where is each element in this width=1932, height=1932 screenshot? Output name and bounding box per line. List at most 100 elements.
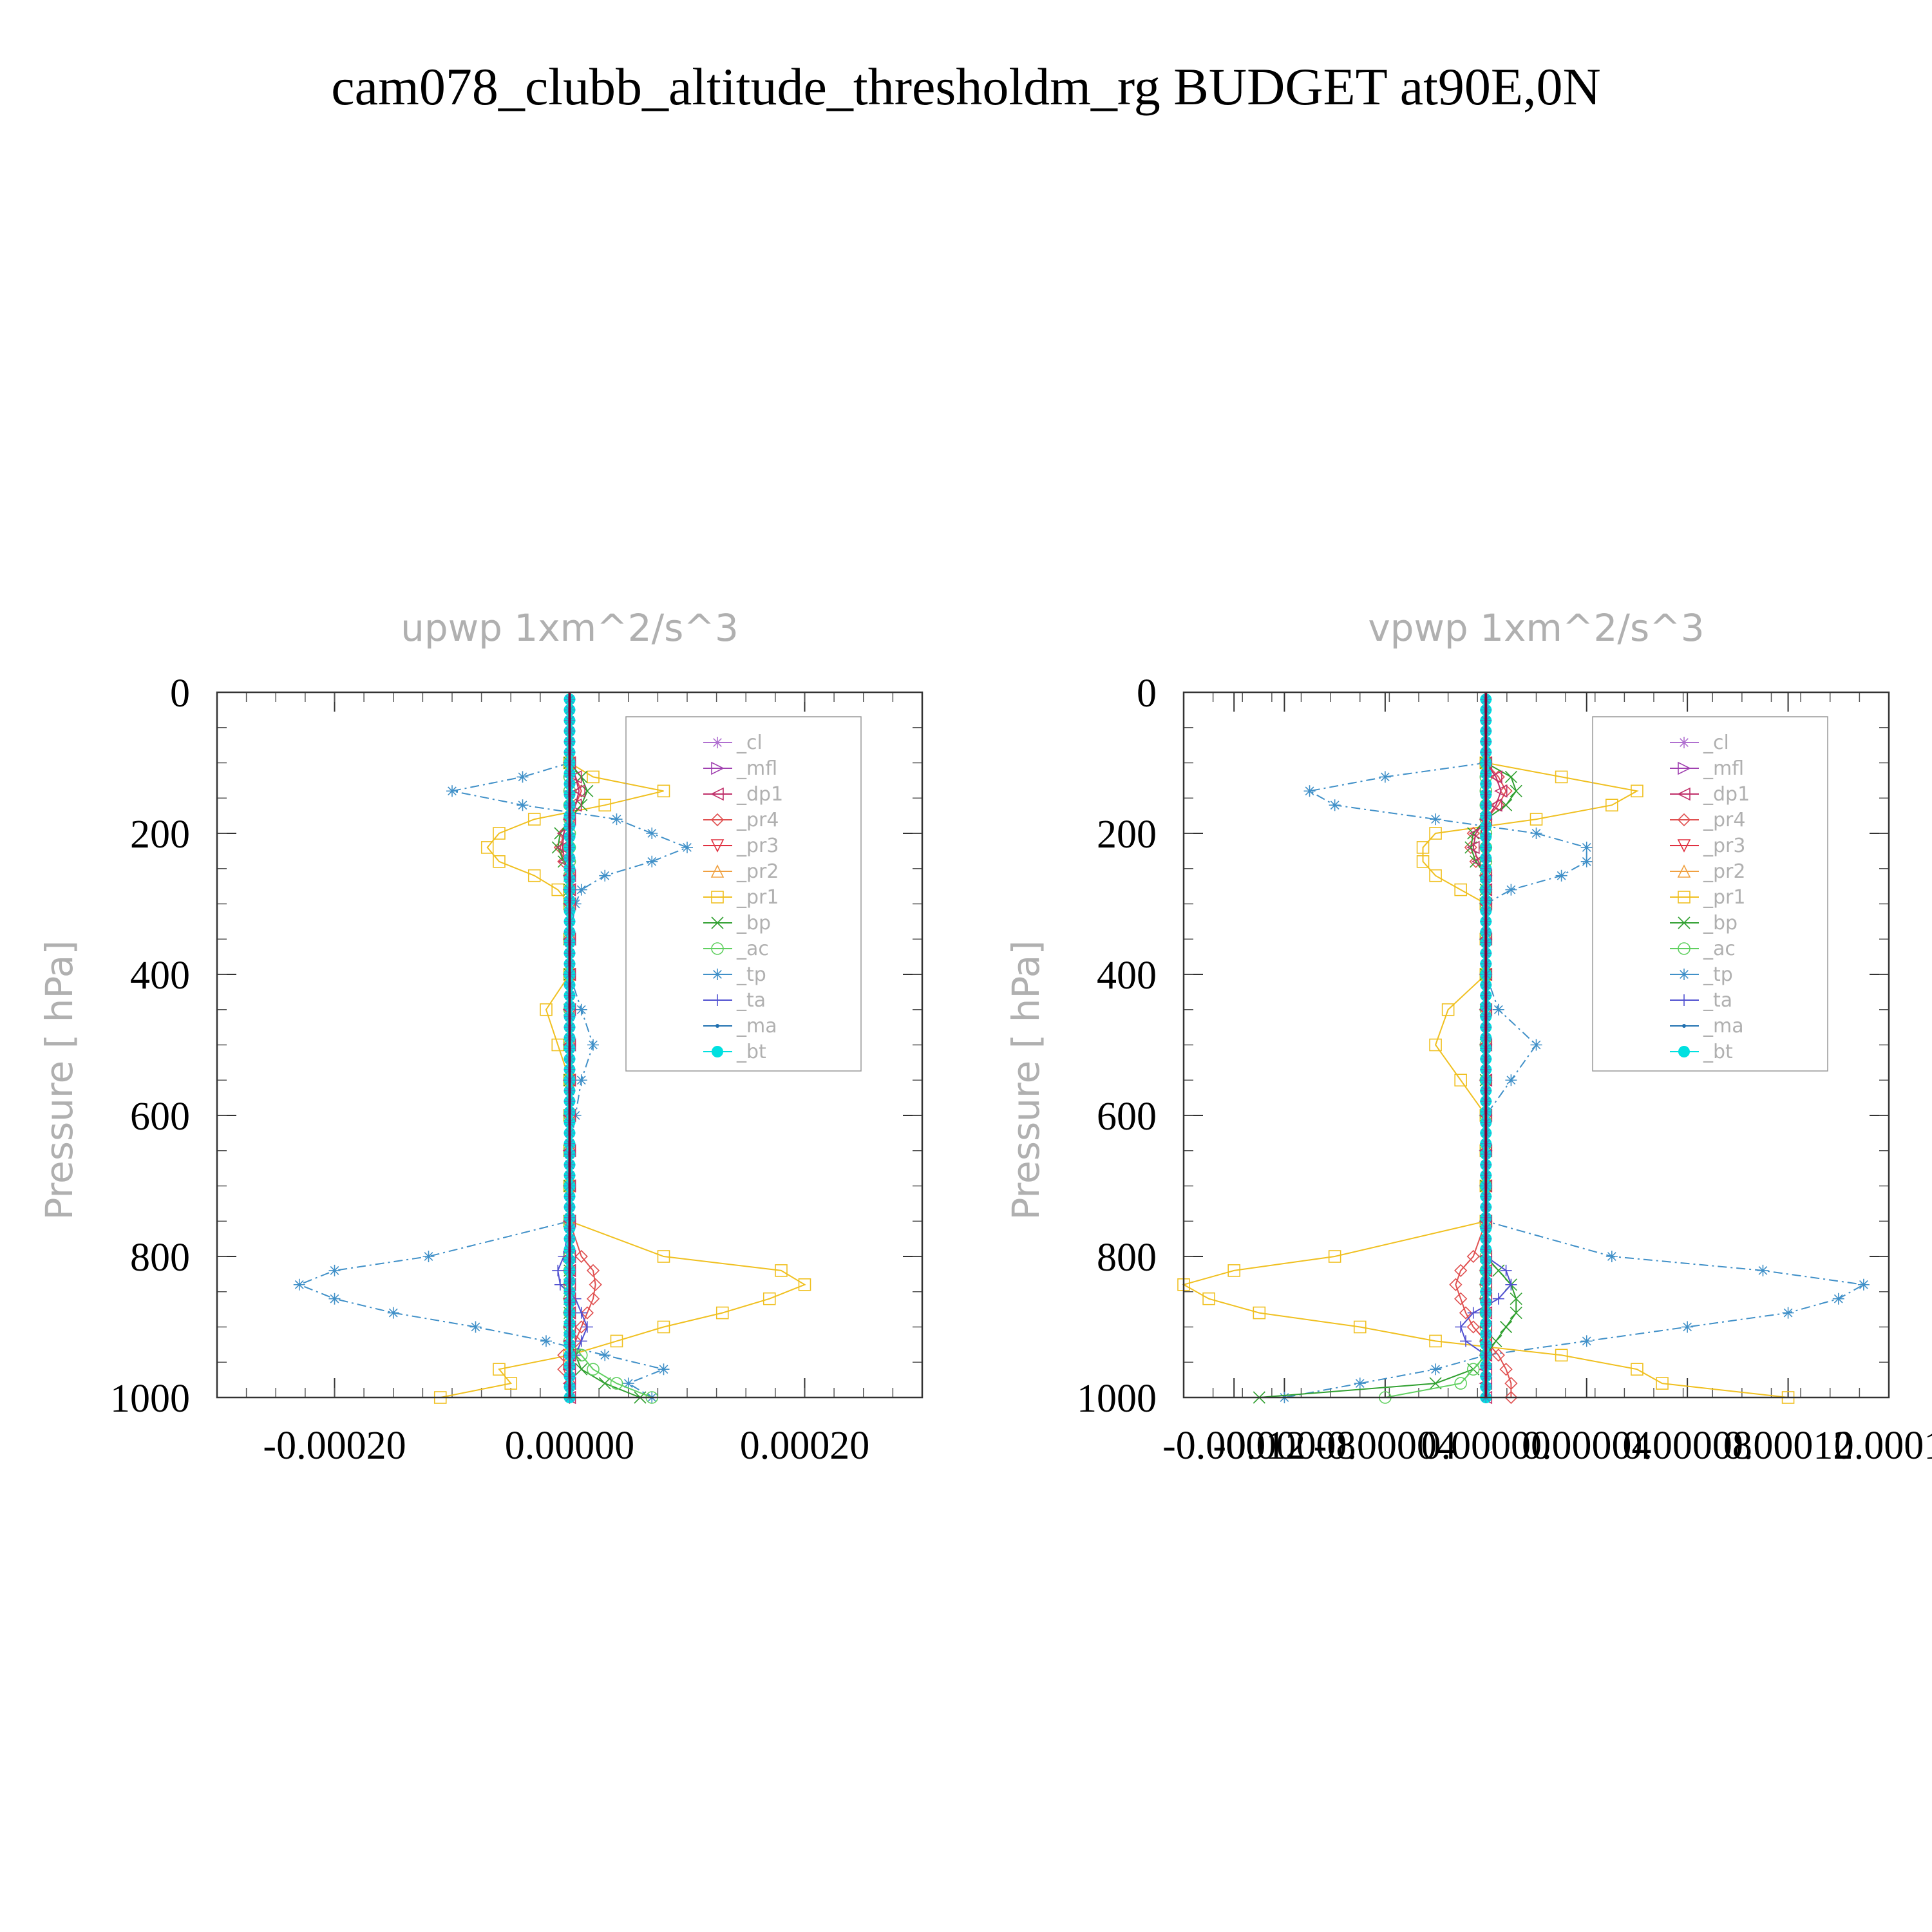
- data-point: [1504, 770, 1517, 783]
- data-point: [1353, 1320, 1367, 1334]
- data-point: [611, 813, 623, 826]
- data-point: [446, 785, 458, 797]
- data-point: [1430, 813, 1442, 826]
- legend-label: _tp: [736, 963, 766, 986]
- legend-label: _pr2: [736, 860, 779, 883]
- data-point: [1354, 1378, 1366, 1390]
- x-tick-label: 0.00020: [740, 1424, 870, 1468]
- legend-marker: [710, 787, 724, 801]
- data-point: [1510, 784, 1522, 797]
- legend-marker: [711, 761, 724, 775]
- legend-marker: [1677, 839, 1691, 853]
- data-point: [516, 771, 529, 783]
- data-point: [1489, 798, 1502, 812]
- data-point: [599, 1349, 611, 1361]
- legend-label: _dp1: [1703, 783, 1750, 806]
- data-point: [1449, 1278, 1463, 1291]
- data-point: [480, 841, 494, 854]
- legend-entry: _ma: [1670, 1015, 1744, 1037]
- data-point: [1492, 1264, 1505, 1277]
- legend-label: _mfl: [1703, 757, 1744, 780]
- data-point: [1782, 1307, 1794, 1319]
- data-point: [575, 1074, 587, 1086]
- data-point: [574, 1320, 588, 1334]
- y-tick-label: 200: [130, 813, 190, 857]
- data-point: [1493, 784, 1508, 798]
- data-point: [1504, 1390, 1518, 1405]
- legend-marker: [1678, 737, 1690, 748]
- data-point: [646, 828, 658, 839]
- legend-marker: [1678, 969, 1690, 980]
- legend-marker: [712, 969, 723, 980]
- data-point: [1499, 1363, 1513, 1376]
- legend-label: _bp: [736, 912, 771, 934]
- data-point: [575, 1307, 587, 1319]
- data-point: [657, 1320, 670, 1334]
- data-point: [1631, 784, 1643, 798]
- plot-frame: [216, 691, 923, 1399]
- data-point: [1832, 1293, 1844, 1305]
- legend-marker: [711, 916, 724, 929]
- y-tick-label: 1000: [110, 1377, 190, 1421]
- x-tick-label: -0.00008: [1213, 1424, 1356, 1468]
- x-tick-label: 0.0001: [1834, 1424, 1932, 1468]
- legend-label: _pr4: [1703, 809, 1745, 831]
- data-point: [1500, 1320, 1513, 1334]
- x-tick-label: 0.00012: [1723, 1424, 1853, 1468]
- data-point: [1416, 855, 1430, 868]
- legend-marker: [1682, 1024, 1686, 1028]
- data-point: [575, 884, 587, 896]
- data-point: [540, 1335, 552, 1347]
- legend-label: _bt: [1703, 1041, 1733, 1063]
- data-point: [1466, 1249, 1480, 1264]
- legend-box: [1592, 716, 1828, 1072]
- data-point: [574, 1249, 588, 1264]
- data-point: [589, 1278, 602, 1291]
- legend-entry: _dp1: [1670, 783, 1750, 806]
- data-point: [293, 1278, 305, 1291]
- data-point: [599, 869, 611, 882]
- legend-label: _ta: [736, 989, 766, 1012]
- data-point: [622, 1378, 634, 1390]
- legend-marker: [712, 737, 723, 748]
- legend-label: _pr3: [1703, 835, 1745, 857]
- data-point: [568, 770, 582, 784]
- data-point: [572, 784, 585, 798]
- data-point: [681, 841, 693, 853]
- legend-entry: _tp: [703, 963, 766, 986]
- legend-label: _dp1: [736, 783, 783, 806]
- data-point: [798, 1278, 811, 1291]
- data-point: [575, 1335, 587, 1347]
- x-tick-label: 0.00000: [505, 1424, 635, 1468]
- legend-marker: [1677, 787, 1690, 801]
- x-tick-label: -0.00020: [263, 1424, 406, 1468]
- y-tick-label: 400: [130, 954, 190, 998]
- legend-entry: _pr4: [1670, 809, 1745, 831]
- legend-marker: [712, 1046, 723, 1057]
- legend: _cl _mfl _dp1 _pr4 _pr3 _pr2 _pr1 _bp _ac _tp _ta _…: [1592, 716, 1828, 1072]
- data-point: [1253, 1306, 1266, 1320]
- x-tick-label: 0.00008: [1622, 1424, 1752, 1468]
- data-point: [1580, 855, 1593, 867]
- data-point: [1454, 1292, 1468, 1305]
- legend-label: _tp: [1703, 963, 1733, 986]
- y-tick-label: 0: [1137, 672, 1157, 715]
- legend-marker: [1678, 1046, 1690, 1057]
- zero-stack: [1480, 692, 1492, 1403]
- data-point: [1500, 1264, 1512, 1276]
- panel-title: vpwp 1xm^2/s^3: [1368, 606, 1704, 650]
- data-point: [540, 1003, 553, 1016]
- legend-label: _bt: [736, 1041, 766, 1063]
- y-axis-label: Pressure [ hPa]: [1004, 940, 1048, 1220]
- data-point: [1580, 841, 1593, 853]
- data-point: [575, 1003, 587, 1016]
- data-point: [1429, 1038, 1442, 1052]
- legend-entry: _bt: [703, 1041, 766, 1063]
- legend-label: _bp: [1703, 912, 1738, 934]
- plot-frame: [1182, 691, 1890, 1399]
- data-point: [1455, 1321, 1467, 1333]
- legend-entry: _pr1: [703, 886, 779, 909]
- data-point: [1466, 840, 1480, 855]
- legend-entry: _pr2: [703, 860, 779, 883]
